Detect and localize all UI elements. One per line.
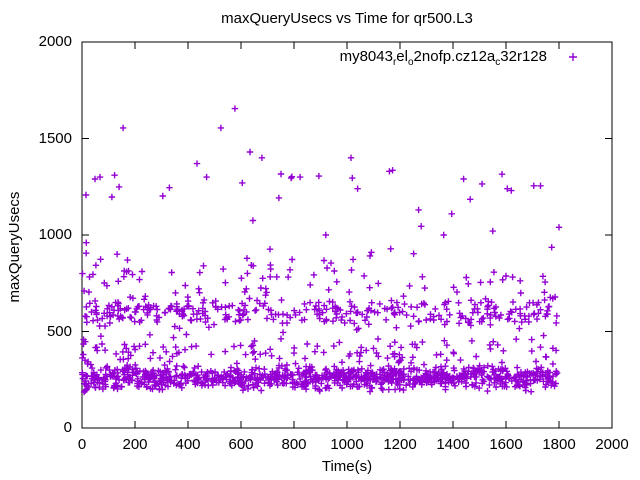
y-axis-label: maxQueryUsecs [6, 191, 23, 303]
legend-label-text: 32r128 [500, 48, 547, 65]
legend-label-text: my8043 [339, 48, 393, 65]
x-tick-label: 1600 [489, 436, 523, 453]
x-tick-label: 2000 [595, 436, 629, 453]
x-tick-label: 1400 [436, 436, 470, 453]
legend-label-subscript: r [392, 57, 397, 68]
y-tick-label: 1500 [38, 129, 72, 147]
y-tick-label: 2000 [38, 33, 72, 50]
x-tick-label: 200 [122, 436, 148, 453]
legend-label-text: el [396, 48, 408, 65]
chart-title: maxQueryUsecs vs Time for qr500.L3 [221, 10, 473, 27]
x-tick-label: 600 [228, 436, 254, 453]
x-axis-label: Time(s) [321, 458, 373, 475]
x-tick-label: 1800 [542, 436, 576, 453]
x-tick-label: 0 [77, 436, 87, 453]
x-tick-label: 1200 [383, 436, 417, 453]
x-tick-label: 1000 [330, 436, 364, 453]
y-tick-label: 0 [63, 419, 72, 436]
legend-label-subscript: c [495, 57, 501, 68]
x-tick-label: 400 [175, 436, 201, 453]
x-tick-label: 800 [281, 436, 307, 453]
legend-label-text: 2nofp.cz12a [413, 48, 496, 65]
legend-plus-marker-icon [569, 53, 577, 61]
legend-label: my8043relo2nofp.cz12ac32r128 [340, 47, 547, 72]
y-tick-label: 1000 [38, 226, 72, 243]
legend-label-subscript: o [407, 57, 414, 68]
y-tick-label: 500 [46, 322, 72, 340]
tick-marks [81, 41, 613, 429]
data-points-series [79, 105, 563, 396]
